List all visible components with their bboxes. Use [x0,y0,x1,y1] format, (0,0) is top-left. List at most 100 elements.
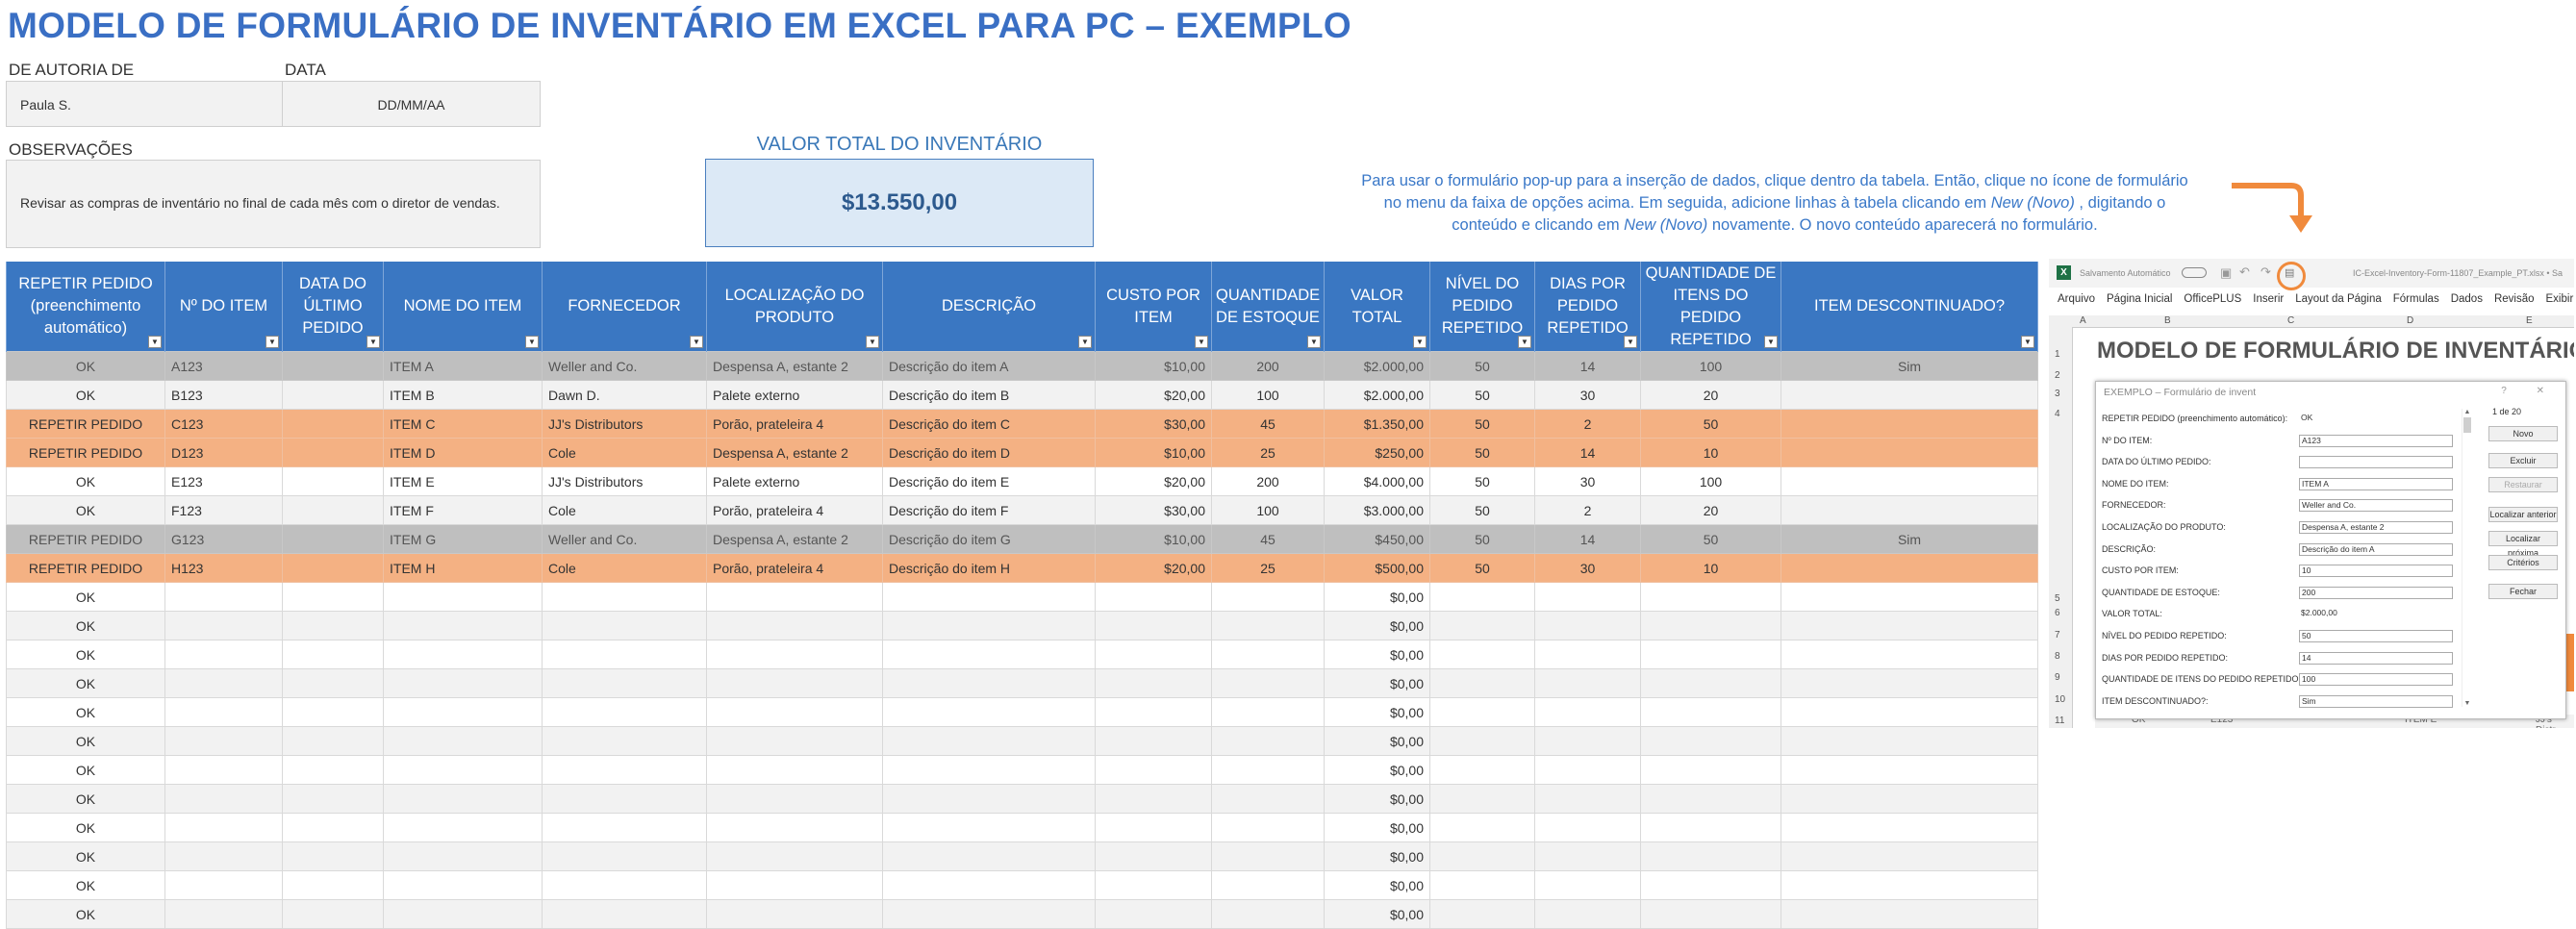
table-cell[interactable]: 30 [1534,466,1641,496]
table-cell[interactable] [1095,755,1212,785]
table-cell[interactable]: Despensa A, estante 2 [706,438,883,467]
table-cell[interactable]: $3.000,00 [1324,495,1430,525]
filter-dropdown-icon[interactable]: ▼ [866,336,879,348]
column-letter[interactable]: E [2526,315,2533,326]
table-cell[interactable]: REPETIR PEDIDO [6,438,165,467]
table-cell[interactable]: 10 [1640,553,1781,583]
table-cell[interactable] [1211,813,1325,842]
table-cell[interactable]: ITEM E [383,466,543,496]
table-cell[interactable] [1640,611,1781,640]
row-number[interactable]: 1 [2055,349,2060,360]
table-cell[interactable] [1780,668,2038,698]
column-header[interactable]: DESCRIÇÃO ▼ [882,262,1096,352]
column-header[interactable]: NOME DO ITEM ▼ [383,262,543,352]
table-cell[interactable] [164,755,283,785]
table-cell[interactable] [1211,668,1325,698]
table-cell[interactable] [1780,784,2038,814]
table-cell[interactable] [383,755,543,785]
table-cell[interactable] [282,726,384,756]
table-cell[interactable]: $0,00 [1324,870,1430,900]
table-cell[interactable] [1534,668,1641,698]
table-cell[interactable] [1429,870,1535,900]
table-cell[interactable]: $0,00 [1324,726,1430,756]
table-cell[interactable]: OK [6,726,165,756]
table-cell[interactable]: OK [6,611,165,640]
table-cell[interactable] [706,640,883,669]
table-cell[interactable]: E123 [164,466,283,496]
table-cell[interactable] [1429,611,1535,640]
table-cell[interactable] [1780,582,2038,612]
table-cell[interactable] [282,784,384,814]
form-field-input[interactable]: ITEM A [2299,477,2453,490]
table-cell[interactable]: 45 [1211,524,1325,554]
table-cell[interactable] [1429,582,1535,612]
table-cell[interactable] [164,784,283,814]
table-cell[interactable] [706,668,883,698]
table-cell[interactable] [1640,755,1781,785]
table-cell[interactable] [1429,726,1535,756]
ribbon-tab[interactable]: Layout da Página [2295,293,2382,305]
table-cell[interactable] [282,380,384,410]
form-button[interactable]: Localizar próxima [2488,531,2558,558]
table-cell[interactable]: OK [6,755,165,785]
row-number[interactable]: 7 [2055,630,2060,640]
table-cell[interactable]: 30 [1534,553,1641,583]
table-cell[interactable]: $30,00 [1095,409,1212,439]
filter-dropdown-icon[interactable]: ▼ [1195,336,1208,348]
table-cell[interactable] [706,813,883,842]
table-cell[interactable]: Cole [542,495,707,525]
table-cell[interactable]: 50 [1640,524,1781,554]
form-field-input[interactable]: Despensa A, estante 2 [2299,521,2453,534]
table-cell[interactable] [1780,755,2038,785]
filter-dropdown-icon[interactable]: ▼ [1764,336,1778,348]
table-cell[interactable]: OK [6,841,165,871]
column-letter[interactable]: D [2407,315,2414,326]
table-cell[interactable]: 20 [1640,380,1781,410]
table-cell[interactable]: $0,00 [1324,640,1430,669]
date-field[interactable]: DD/MM/AA [282,81,541,127]
table-cell[interactable] [1429,841,1535,871]
table-cell[interactable] [1095,668,1212,698]
table-cell[interactable]: Descrição do item D [882,438,1096,467]
table-cell[interactable] [1534,582,1641,612]
table-cell[interactable]: C123 [164,409,283,439]
table-cell[interactable] [882,841,1096,871]
table-cell[interactable]: $250,00 [1324,438,1430,467]
ribbon-tab[interactable]: Revisão [2493,293,2535,305]
ribbon-tab[interactable]: Fórmulas [2392,293,2439,305]
column-header[interactable]: QUANTIDADE DE ESTOQUE ▼ [1211,262,1325,352]
table-cell[interactable]: Despensa A, estante 2 [706,351,883,381]
table-cell[interactable] [882,755,1096,785]
filter-dropdown-icon[interactable]: ▼ [1624,336,1637,348]
table-cell[interactable]: G123 [164,524,283,554]
table-cell[interactable] [882,726,1096,756]
table-cell[interactable]: $0,00 [1324,582,1430,612]
table-cell[interactable]: Sim [1780,524,2038,554]
table-cell[interactable] [882,668,1096,698]
table-cell[interactable] [1780,870,2038,900]
filter-dropdown-icon[interactable]: ▼ [1518,336,1531,348]
ribbon-tab[interactable]: Exibir [2545,293,2574,305]
table-cell[interactable]: $0,00 [1324,697,1430,727]
table-cell[interactable]: 100 [1211,495,1325,525]
filter-dropdown-icon[interactable]: ▼ [265,336,279,348]
table-cell[interactable]: ITEM C [383,409,543,439]
table-cell[interactable]: H123 [164,553,283,583]
table-cell[interactable] [1211,640,1325,669]
table-cell[interactable] [1780,726,2038,756]
table-cell[interactable] [282,582,384,612]
table-cell[interactable] [282,755,384,785]
table-cell[interactable]: 100 [1640,466,1781,496]
table-cell[interactable] [882,582,1096,612]
table-cell[interactable]: Palete externo [706,466,883,496]
form-button[interactable]: Restaurar [2488,477,2558,492]
table-cell[interactable]: 50 [1429,524,1535,554]
table-cell[interactable]: Sim [1780,351,2038,381]
row-number[interactable]: 3 [2055,389,2060,399]
table-cell[interactable] [1534,611,1641,640]
table-cell[interactable] [164,870,283,900]
table-cell[interactable] [1095,697,1212,727]
table-cell[interactable] [282,466,384,496]
table-cell[interactable]: D123 [164,438,283,467]
table-cell[interactable] [1534,870,1641,900]
